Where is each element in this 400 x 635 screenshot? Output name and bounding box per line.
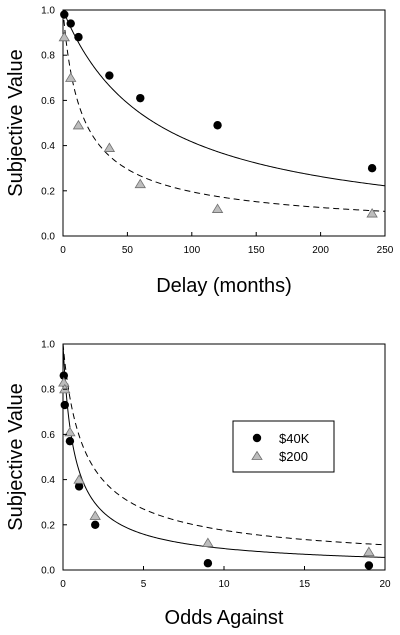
data-point-triangle [58, 31, 70, 42]
y-tick-label: 1.0 [41, 340, 55, 351]
y-axis-title: Subjective Value [5, 49, 27, 197]
x-tick-label: 150 [248, 245, 265, 256]
data-point-circle [364, 561, 374, 570]
y-tick-label: 0.4 [41, 141, 55, 152]
data-point-triangle [202, 537, 214, 547]
chart-marks [58, 9, 386, 218]
data-point-circle [91, 520, 100, 529]
data-point-triangle [64, 426, 76, 437]
data-point-circle [60, 10, 69, 19]
y-axis-title: Subjective Value [5, 383, 27, 531]
fit-curve-series-2 [62, 343, 386, 546]
data-point-triangle [73, 474, 85, 484]
data-point-circle [74, 482, 84, 491]
y-tick-label: 0.2 [41, 520, 55, 531]
legend: $40K $200 [232, 420, 335, 473]
x-axis-title: Delay (months) [156, 275, 292, 297]
y-tick-label: 0.0 [41, 232, 55, 243]
data-point-triangle [89, 510, 101, 520]
data-point-triangle [65, 72, 77, 82]
data-point-circle [367, 164, 377, 173]
legend-marker-200 [251, 450, 263, 460]
y-tick-label: 0.6 [41, 430, 55, 441]
data-point-triangle [134, 178, 146, 189]
y-tick-label: 0.0 [41, 566, 55, 577]
data-point-triangle [72, 119, 85, 130]
y-tick-label: 0.2 [41, 186, 55, 197]
data-point-circle [65, 436, 75, 446]
x-tick-label: 50 [122, 245, 134, 256]
data-point-triangle [103, 142, 116, 152]
x-tick-label: 250 [377, 245, 394, 256]
legend-label-200: $200 [279, 449, 308, 464]
x-axis-title: Odds Against [165, 607, 284, 629]
delay-discounting-chart: 0.0 0.2 0.4 0.6 0.8 1.0 0 50 100 150 200… [5, 6, 394, 298]
legend-box [232, 420, 335, 473]
x-tick-label: 100 [183, 245, 200, 256]
data-point-circle [59, 371, 68, 380]
y-tick-label: 0.8 [41, 51, 55, 62]
data-point-triangle [363, 546, 375, 556]
data-point-circle [213, 121, 222, 130]
fit-curve-series-1 [62, 343, 386, 558]
probability-discounting-chart: 0.0 0.2 0.4 0.6 0.8 1.0 0 5 10 15 20 Odd… [5, 340, 391, 630]
y-tick-label: 0.8 [41, 385, 55, 396]
x-tick-label: 0 [60, 579, 66, 590]
legend-label-40k: $40K [279, 431, 310, 446]
legend-marker-40k [252, 433, 262, 443]
x-tick-label: 10 [218, 579, 230, 590]
data-point-circle [105, 71, 114, 80]
fit-curve-series-2 [62, 9, 386, 212]
y-tick-label: 1.0 [41, 6, 55, 17]
fit-curve-series-1 [62, 9, 386, 187]
y-tick-label: 0.6 [41, 96, 55, 107]
data-point-triangle [366, 208, 378, 218]
plot-frame [62, 343, 386, 571]
x-tick-label: 15 [299, 579, 311, 590]
data-point-circle [74, 32, 83, 42]
x-tick-label: 5 [141, 579, 147, 590]
y-tick-label: 0.4 [41, 475, 55, 486]
data-point-triangle [211, 203, 224, 213]
x-tick-label: 200 [312, 245, 329, 256]
data-point-circle [136, 93, 145, 103]
data-point-circle [66, 19, 75, 28]
x-tick-label: 0 [60, 245, 66, 256]
x-tick-label: 20 [379, 579, 391, 590]
plot-frame [62, 9, 386, 237]
data-point-circle [60, 400, 69, 410]
data-point-circle [203, 559, 213, 568]
chart-marks [58, 343, 386, 570]
